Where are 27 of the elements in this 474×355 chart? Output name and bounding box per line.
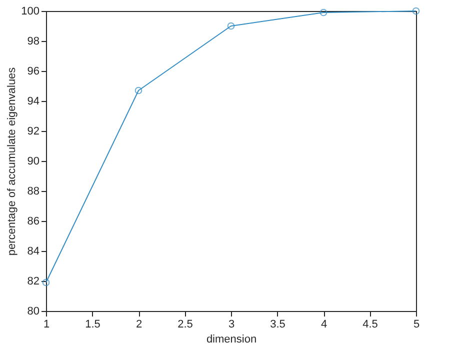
- y-axis-title: percentage of accumulate eigenvalues: [6, 66, 18, 256]
- point: [134, 86, 142, 94]
- x-tick-label: 4: [320, 318, 328, 330]
- x-tick-label: 1.5: [85, 318, 100, 330]
- y-tick-label: 98: [27, 36, 40, 48]
- x-tick-label: 2: [136, 318, 142, 330]
- y-tick-label: 82: [27, 276, 40, 288]
- y-tick-label: 100: [21, 6, 40, 18]
- point: [320, 8, 328, 16]
- y-tick-label: 84: [27, 246, 40, 258]
- y-tick-label: 80: [27, 306, 40, 318]
- x-tick-label: 2.5: [178, 318, 193, 330]
- x-axis-title: dimension: [206, 334, 257, 346]
- y-tick-label: 92: [27, 126, 40, 138]
- y-tick-label: 90: [27, 156, 40, 168]
- x-tick-label: 3: [228, 318, 235, 330]
- x-tick-label: 3.5: [270, 318, 286, 330]
- point: [227, 22, 235, 30]
- x-tick-label: 5: [413, 318, 420, 330]
- point: [412, 7, 420, 15]
- x-tick-label: 1: [43, 318, 50, 330]
- point: [42, 278, 50, 286]
- y-tick-label: 96: [27, 66, 40, 78]
- y-tick-label: 88: [27, 186, 40, 198]
- y-tick-label: 94: [27, 96, 40, 108]
- y-tick-label: 86: [27, 216, 40, 228]
- x-tick-label: 4.5: [362, 318, 378, 330]
